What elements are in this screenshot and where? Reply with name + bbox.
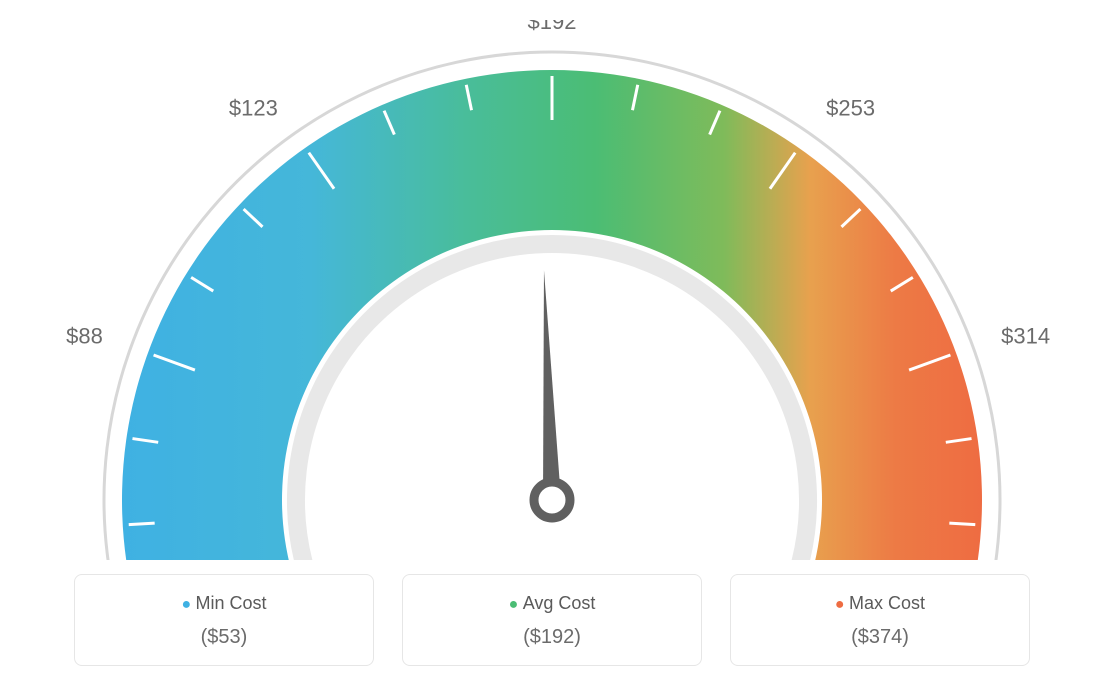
tick-label: $88 <box>66 324 103 349</box>
legend-card-avg: Avg Cost ($192) <box>402 574 702 666</box>
legend-card-min: Min Cost ($53) <box>74 574 374 666</box>
legend-row: Min Cost ($53) Avg Cost ($192) Max Cost … <box>74 574 1030 666</box>
legend-title-max: Max Cost <box>747 593 1013 614</box>
legend-value-min: ($53) <box>91 626 357 649</box>
legend-value-max: ($374) <box>747 626 1013 649</box>
legend-card-max: Max Cost ($374) <box>730 574 1030 666</box>
cost-gauge: $53$88$123$192$253$314$374 <box>52 20 1052 560</box>
legend-value-avg: ($192) <box>419 626 685 649</box>
legend-title-avg: Avg Cost <box>419 593 685 614</box>
legend-title-min: Min Cost <box>91 593 357 614</box>
tick-label: $123 <box>229 95 278 120</box>
tick-label: $192 <box>528 20 577 34</box>
tick-label: $314 <box>1001 324 1050 349</box>
tick-label: $253 <box>826 95 875 120</box>
